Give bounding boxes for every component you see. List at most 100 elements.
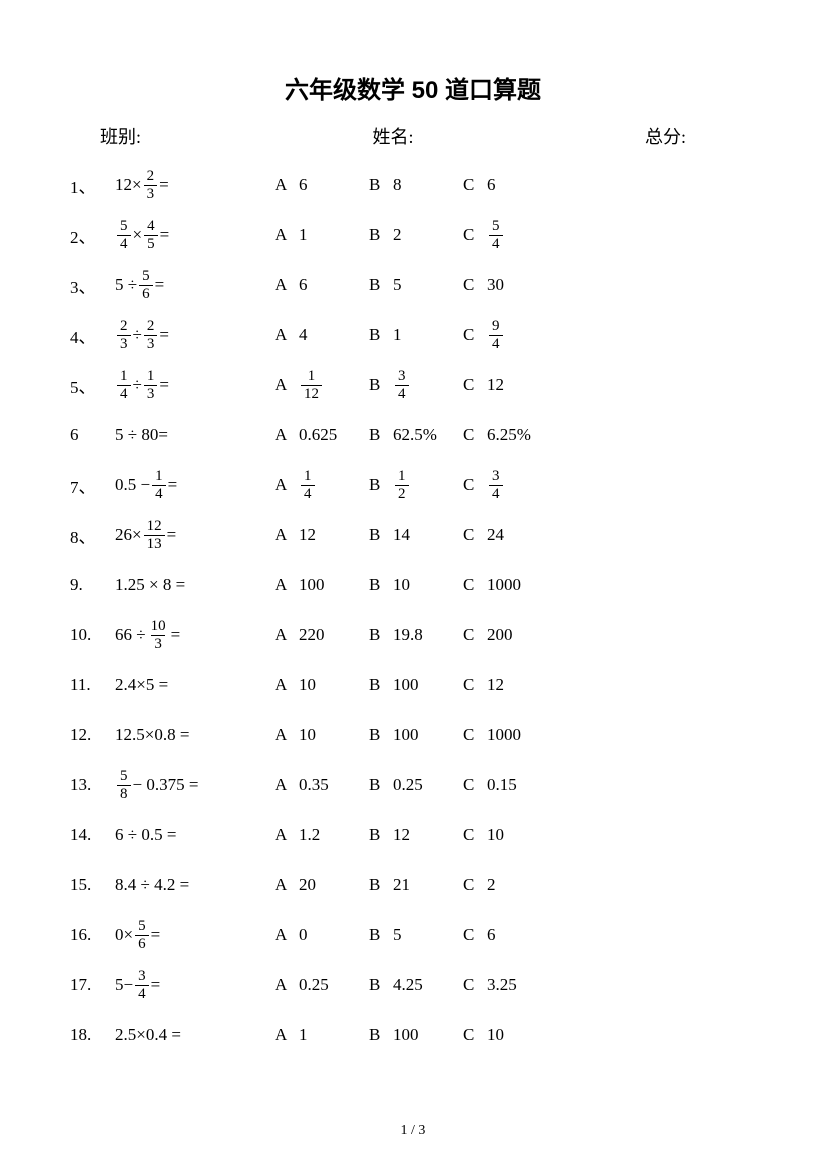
options: A6B5C30 [275, 275, 756, 295]
fraction: 14 [152, 469, 166, 502]
fraction-denominator: 3 [144, 385, 158, 402]
option: B21 [369, 875, 443, 895]
option-label: C [463, 625, 487, 645]
text-part: 0.15 [487, 775, 517, 795]
fraction: 23 [144, 319, 158, 352]
question-row: 8、26×1213 =A12B14C24 [70, 513, 756, 557]
option-value: 100 [299, 575, 349, 595]
option: B4.25 [369, 975, 443, 995]
option-value: 6 [299, 275, 349, 295]
option-label: C [463, 325, 487, 345]
options: A1B100C10 [275, 1025, 756, 1045]
question-row: 13.58− 0.375 =A0.35B0.25C0.15 [70, 763, 756, 807]
fraction-denominator: 13 [144, 535, 165, 552]
options: A0.35B0.25C0.15 [275, 775, 756, 795]
question-expression: 12×23 = [115, 169, 275, 202]
option: B1 [369, 319, 443, 352]
option-value: 1 [299, 1025, 349, 1045]
option: C94 [463, 319, 537, 352]
options: A0.625B62.5%C6.25% [275, 425, 756, 445]
fraction: 23 [144, 169, 158, 202]
option-value: 10 [487, 1025, 537, 1045]
page-title: 六年级数学 50 道口算题 [70, 70, 756, 105]
question-expression: 5−34 = [115, 969, 275, 1002]
option-value: 0.35 [299, 775, 349, 795]
option-label: C [463, 975, 487, 995]
text-part: = [167, 525, 177, 545]
option-label: B [369, 325, 393, 345]
text-part: = [168, 475, 178, 495]
text-part: 30 [487, 275, 504, 295]
text-part: 10 [299, 725, 316, 745]
option-label: A [275, 875, 299, 895]
text-part: 10 [487, 1025, 504, 1045]
option-label: A [275, 575, 299, 595]
option-label: A [275, 375, 299, 395]
option-label: B [369, 675, 393, 695]
fraction-numerator: 1 [152, 469, 166, 485]
option-label: C [463, 825, 487, 845]
option: C200 [463, 625, 537, 645]
text-part: 5 ÷ 80= [115, 425, 168, 445]
question-row: 18.2.5×0.4 =A1B100C10 [70, 1013, 756, 1057]
option-label: A [275, 975, 299, 995]
question-number: 16. [70, 925, 115, 945]
fraction-numerator: 3 [135, 969, 149, 985]
text-part: ÷ [133, 375, 142, 395]
option-value: 14 [299, 469, 349, 502]
fraction-denominator: 2 [395, 485, 409, 502]
option-value: 0 [299, 925, 349, 945]
fraction-denominator: 3 [117, 335, 131, 352]
option-value: 1.2 [299, 825, 349, 845]
options: A4B1C94 [275, 319, 756, 352]
question-number: 18. [70, 1025, 115, 1045]
fraction-numerator: 1 [144, 369, 158, 385]
question-number: 10. [70, 625, 115, 645]
option: A112 [275, 369, 349, 402]
options: A1.2B12C10 [275, 825, 756, 845]
option-label: B [369, 225, 393, 245]
option-value: 112 [299, 369, 349, 402]
text-part: 4.25 [393, 975, 423, 995]
question-expression: 58− 0.375 = [115, 769, 275, 802]
option-value: 6 [487, 925, 537, 945]
option: C10 [463, 825, 537, 845]
option: C2 [463, 875, 537, 895]
text-part: 6 [487, 175, 496, 195]
fraction-denominator: 3 [151, 635, 165, 652]
score-label: 总分: [491, 123, 726, 149]
fraction-denominator: 4 [489, 235, 503, 252]
fraction-numerator: 2 [117, 319, 131, 335]
fraction-denominator: 4 [489, 335, 503, 352]
option-value: 8 [393, 175, 443, 195]
text-part: 12 [487, 675, 504, 695]
fraction: 14 [301, 469, 315, 502]
option: B2 [369, 219, 443, 252]
option: B100 [369, 675, 443, 695]
fraction-numerator: 2 [144, 319, 158, 335]
text-part: = [159, 175, 169, 195]
question-number: 12. [70, 725, 115, 745]
fraction: 34 [395, 369, 409, 402]
option: A0.25 [275, 975, 349, 995]
option: B0.25 [369, 775, 443, 795]
text-part: 3.25 [487, 975, 517, 995]
option-value: 10 [299, 725, 349, 745]
fraction-numerator: 1 [117, 369, 131, 385]
text-part: 100 [393, 1025, 419, 1045]
text-part: ÷ [133, 325, 142, 345]
question-number: 1、 [70, 173, 115, 198]
text-part: 100 [393, 675, 419, 695]
fraction-denominator: 4 [395, 385, 409, 402]
question-number: 14. [70, 825, 115, 845]
option-value: 14 [393, 525, 443, 545]
fraction-numerator: 5 [135, 919, 149, 935]
option-value: 0.625 [299, 425, 349, 445]
option: C12 [463, 369, 537, 402]
option-value: 12 [299, 525, 349, 545]
option-value: 6.25% [487, 425, 537, 445]
option-label: A [275, 625, 299, 645]
fraction-numerator: 2 [144, 169, 158, 185]
options: A12B14C24 [275, 525, 756, 545]
text-part: 1000 [487, 725, 521, 745]
